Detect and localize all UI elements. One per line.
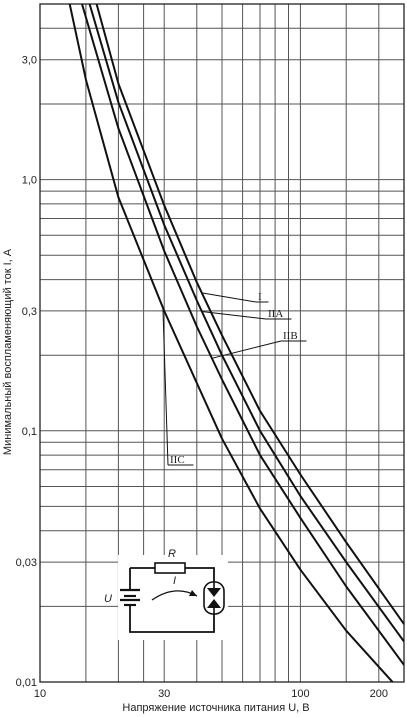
curve-label-iic: IIC — [170, 454, 185, 466]
series-line-iia — [88, 4, 404, 643]
schematic-wires — [129, 567, 215, 633]
source-label: U — [104, 593, 112, 605]
series-line-iic — [68, 4, 394, 682]
current-label: I — [173, 575, 176, 587]
circuit-schematic: R U I — [104, 548, 228, 640]
y-tick-label: 3,0 — [22, 55, 37, 67]
curve-label-leader — [201, 311, 267, 320]
series-line-iib — [81, 4, 404, 666]
x-tick-label: 10 — [34, 688, 46, 700]
curve-label-iib: IIB — [283, 330, 298, 342]
resistor-label: R — [168, 548, 176, 560]
curve-label-leader — [162, 307, 169, 466]
spark-gap-icon — [203, 581, 225, 615]
y-tick-label: 0,3 — [22, 306, 37, 318]
x-tick-label: 200 — [370, 688, 388, 700]
y-tick-label: 1,0 — [22, 175, 37, 187]
curve-label-leader — [201, 292, 257, 303]
tick-labels: 10 30 100 200 0,01 0,03 0,1 0,3 1,0 3,0 — [16, 55, 388, 700]
plot-frame — [39, 3, 405, 683]
x-axis-title: Напряжение источника питания U, В — [122, 702, 309, 714]
curve-label-leader — [211, 340, 282, 359]
x-tick-label: 100 — [291, 688, 309, 700]
battery-icon — [120, 588, 140, 607]
grid — [39, 3, 405, 683]
y-tick-label: 0,03 — [16, 557, 37, 569]
x-tick-label: 30 — [158, 688, 170, 700]
y-tick-label: 0,1 — [22, 426, 37, 438]
series-lines — [68, 4, 404, 682]
curve-label-iia: IIA — [268, 308, 283, 320]
series-line-i — [95, 4, 404, 625]
curve-label-i: I — [258, 291, 262, 303]
current-arrowhead-icon — [189, 590, 197, 596]
y-tick-label: 0,01 — [16, 677, 37, 689]
y-axis-title: Минимальный воспламеняющий ток I, А — [2, 248, 14, 455]
resistor-icon — [154, 562, 186, 574]
